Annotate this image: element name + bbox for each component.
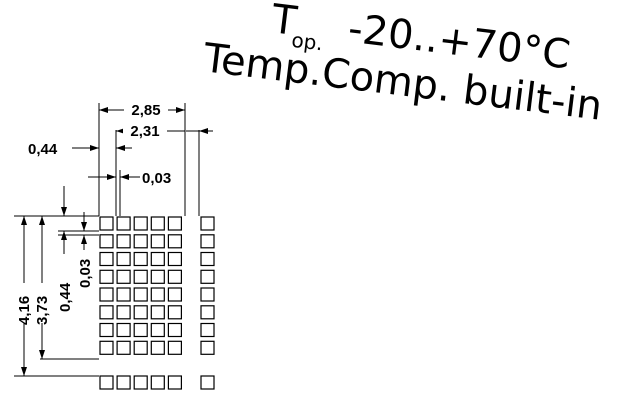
cursor-side-dot: [200, 375, 215, 390]
matrix-dot: [167, 216, 182, 231]
side-dot: [200, 234, 215, 249]
dim-offset: 0,44: [28, 141, 132, 158]
matrix-dot: [116, 340, 131, 355]
matrix-dot: [99, 340, 114, 355]
matrix-dot: [150, 340, 165, 355]
label-offset: 0,44: [28, 141, 58, 158]
cursor-dot: [99, 375, 114, 390]
matrix-dot: [150, 305, 165, 320]
side-dot: [200, 340, 215, 355]
side-dot: [200, 216, 215, 231]
matrix-dot: [99, 322, 114, 338]
matrix-dot: [133, 340, 148, 355]
matrix-dot: [133, 322, 148, 338]
label-overall-height: 4,16: [16, 296, 33, 325]
cursor-row: [99, 375, 182, 390]
extension-lines: [14, 103, 200, 377]
matrix-dot: [133, 305, 148, 320]
matrix-dot: [99, 305, 114, 320]
label-block-width: 2,31: [130, 123, 159, 140]
matrix-dot: [133, 269, 148, 284]
matrix-dot: [133, 216, 148, 231]
dim-overall-height: 4,16: [13, 216, 35, 376]
cursor-dot: [133, 375, 148, 390]
label-overall-width: 2,85: [131, 102, 160, 119]
cursor-row-side-cell: [200, 375, 215, 390]
dim-block-height: 3,73: [31, 216, 53, 359]
side-dot: [200, 251, 215, 267]
matrix-dot: [133, 287, 148, 302]
cursor-dot: [167, 375, 182, 390]
side-dot: [200, 322, 215, 338]
cursor-dot: [116, 375, 131, 390]
matrix-dot: [116, 287, 131, 302]
label-offset-vertical: 0,44: [57, 282, 74, 312]
temperature-annotation: T op. -20..+70°C Temp.Comp. built-in: [200, 0, 605, 130]
matrix-dot: [99, 234, 114, 249]
matrix-dot: [133, 251, 148, 267]
matrix-dot: [150, 287, 165, 302]
matrix-dot: [133, 234, 148, 249]
label-gap-horizontal: 0,03: [142, 170, 171, 187]
matrix-dot: [167, 234, 182, 249]
matrix-dot: [150, 251, 165, 267]
matrix-dot: [150, 234, 165, 249]
matrix-dot: [99, 287, 114, 302]
temp-subscript: op.: [290, 28, 324, 56]
matrix-dot: [99, 251, 114, 267]
matrix-dot: [116, 216, 131, 231]
matrix-dot: [150, 322, 165, 338]
matrix-dot: [116, 269, 131, 284]
matrix-dot: [167, 340, 182, 355]
matrix-dot: [116, 234, 131, 249]
cursor-dot: [150, 375, 165, 390]
dim-gap-vertical: 0,03: [77, 212, 94, 288]
dim-gap-horizontal: 0,03: [88, 170, 171, 187]
side-dot: [200, 305, 215, 320]
matrix-dot: [167, 251, 182, 267]
dim-overall-width: 2,85: [99, 100, 185, 119]
matrix-dot: [116, 322, 131, 338]
matrix-dot: [150, 269, 165, 284]
side-dot: [200, 269, 215, 284]
label-gap-vertical: 0,03: [77, 259, 94, 288]
matrix-dot: [167, 305, 182, 320]
matrix-dot: [116, 305, 131, 320]
matrix-dot: [167, 287, 182, 302]
matrix-dot: [99, 216, 114, 231]
matrix-dot: [150, 216, 165, 231]
matrix-dot: [99, 269, 114, 284]
label-block-height: 3,73: [34, 296, 51, 325]
matrix-dot: [167, 269, 182, 284]
side-dot-column: [200, 216, 215, 355]
matrix-dot: [167, 322, 182, 338]
dim-block-width: 2,31: [116, 122, 213, 140]
matrix-dot: [116, 251, 131, 267]
dim-offset-vertical: 0,44: [57, 186, 74, 312]
side-dot: [200, 287, 215, 302]
character-dot-matrix: [99, 216, 182, 355]
